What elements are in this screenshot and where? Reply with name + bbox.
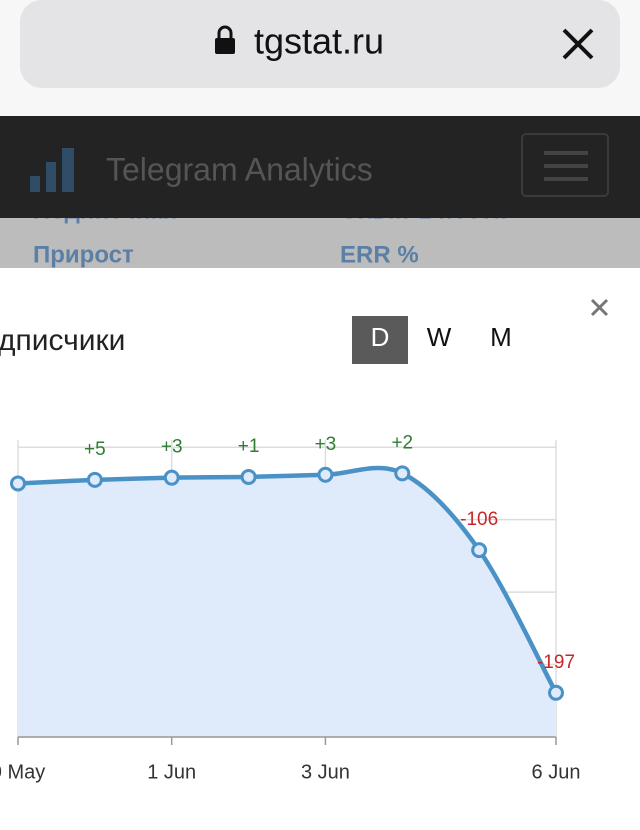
- area: [18, 467, 556, 737]
- link[interactable]: ERR %: [340, 241, 419, 268]
- point: [317, 466, 334, 483]
- point: [240, 468, 257, 485]
- lock-icon: [215, 25, 235, 54]
- value-label: -106: [460, 509, 498, 530]
- logo: [30, 148, 74, 192]
- url-field[interactable]: [20, 0, 620, 88]
- value-label: +2: [391, 432, 413, 453]
- x-tick-label: 6 Jun: [532, 761, 581, 783]
- value-label: +3: [161, 437, 183, 458]
- value-label: +5: [84, 439, 106, 460]
- modal-title: дписчики: [0, 324, 125, 357]
- point: [163, 469, 180, 486]
- point: [548, 684, 564, 701]
- url: tgstat.ru: [254, 21, 384, 62]
- value-label: +3: [315, 434, 337, 455]
- menu-button[interactable]: [521, 133, 609, 197]
- link[interactable]: Прирост: [33, 241, 134, 268]
- modal-close[interactable]: [590, 298, 609, 317]
- period-button[interactable]: M: [490, 322, 512, 352]
- x-tick-label: 0 May: [0, 761, 45, 783]
- value-label: -197: [537, 652, 575, 673]
- point: [86, 471, 103, 488]
- navbar-title: Telegram Analytics: [106, 151, 373, 187]
- point: [10, 475, 26, 492]
- point: [394, 465, 411, 482]
- point: [471, 542, 488, 559]
- period-button[interactable]: W: [427, 322, 452, 352]
- x-tick-label: 3 Jun: [301, 761, 350, 783]
- close-tab[interactable]: [562, 28, 594, 60]
- period-active: [352, 316, 408, 364]
- x-tick-label: 1 Jun: [147, 761, 196, 783]
- period-button[interactable]: D: [371, 322, 390, 352]
- value-label: +1: [238, 436, 260, 457]
